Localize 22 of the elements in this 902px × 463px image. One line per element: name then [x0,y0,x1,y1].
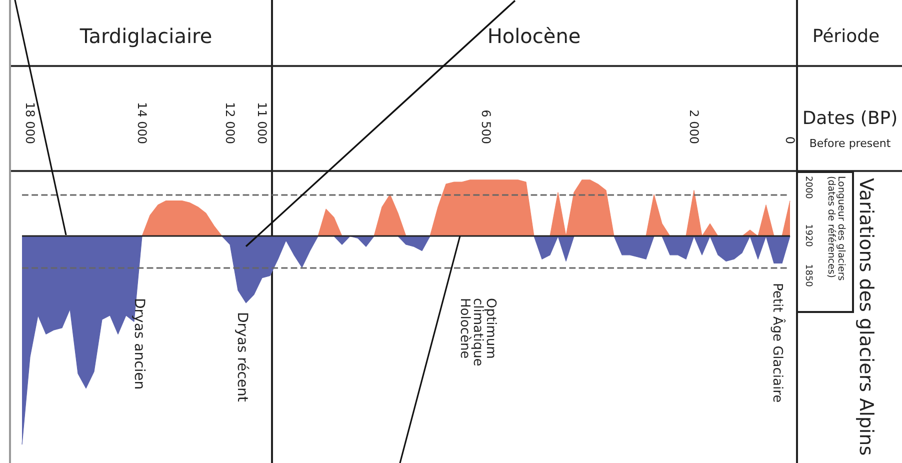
text: Holocène [487,24,581,48]
x-tick-label: 11 000 [255,102,269,144]
y-axis-title: Variations des glaciers Alpins [855,178,877,456]
x-tick-label: 18 000 [23,102,37,144]
x-axis-title: Dates (BP) [802,108,898,129]
text: 1920 [803,224,813,248]
text: Optimum climatique [470,298,498,366]
text: Longueur des glaciers (dates de références) [826,176,846,284]
x-tick-label: 6 500 [479,110,493,144]
text: Before present [809,137,891,150]
x-tick-label: 2 000 [687,110,701,144]
annotation: Dryas ancien [131,298,147,390]
x-tick-label: 12 000 [223,102,237,144]
annotation: Holocène [457,298,472,359]
x-tick-label: 14 000 [135,102,149,144]
text: Tardiglaciaire [80,24,212,48]
text: Période [812,26,880,47]
text: 1850 [803,264,813,288]
annotation: Dryas récent [234,312,250,402]
x-tick-label: 0 [783,136,797,144]
annotation: Petit Âge Glaciaire [770,283,786,403]
text: 2000 [803,176,813,200]
